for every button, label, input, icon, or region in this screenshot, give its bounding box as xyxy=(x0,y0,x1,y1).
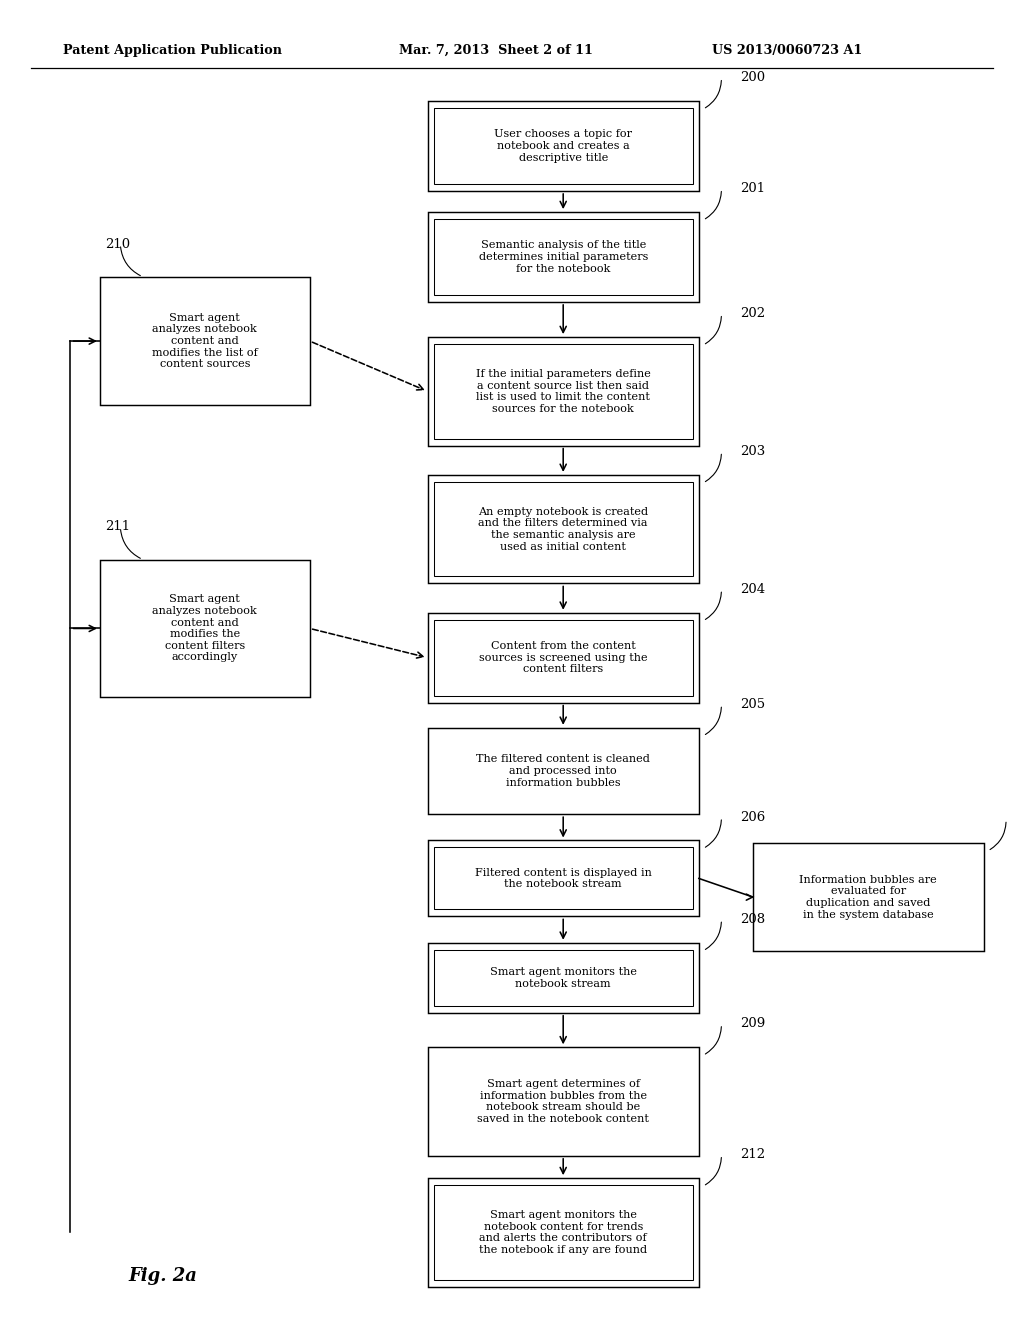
Bar xyxy=(434,219,693,294)
Bar xyxy=(100,560,309,697)
Bar xyxy=(434,619,693,696)
Text: Semantic analysis of the title
determines initial parameters
for the notebook: Semantic analysis of the title determine… xyxy=(478,240,648,273)
Text: User chooses a topic for
notebook and creates a
descriptive title: User chooses a topic for notebook and cr… xyxy=(495,129,632,162)
Bar xyxy=(428,475,699,583)
Bar xyxy=(434,847,693,909)
Text: 202: 202 xyxy=(740,308,765,321)
Text: 205: 205 xyxy=(740,698,765,711)
Bar xyxy=(428,727,699,814)
Bar xyxy=(428,612,699,702)
Text: Smart agent
analyzes notebook
content and
modifies the list of
content sources: Smart agent analyzes notebook content an… xyxy=(152,313,258,370)
Bar xyxy=(428,337,699,446)
Bar xyxy=(434,1185,693,1279)
Bar xyxy=(434,108,693,183)
Text: Filtered content is displayed in
the notebook stream: Filtered content is displayed in the not… xyxy=(475,867,651,890)
Bar xyxy=(428,213,699,302)
Text: The filtered content is cleaned
and processed into
information bubbles: The filtered content is cleaned and proc… xyxy=(476,754,650,788)
Text: Smart agent monitors the
notebook content for trends
and alerts the contributors: Smart agent monitors the notebook conten… xyxy=(479,1210,647,1255)
Text: 211: 211 xyxy=(105,520,130,533)
Text: Information bubbles are
evaluated for
duplication and saved
in the system databa: Information bubbles are evaluated for du… xyxy=(800,875,937,920)
Text: 204: 204 xyxy=(740,583,765,595)
Text: 212: 212 xyxy=(740,1148,765,1162)
Bar xyxy=(100,277,309,405)
Text: 209: 209 xyxy=(740,1018,765,1031)
Text: Patent Application Publication: Patent Application Publication xyxy=(63,44,283,57)
Text: An empty notebook is created
and the filters determined via
the semantic analysi: An empty notebook is created and the fil… xyxy=(478,507,648,552)
Text: US 2013/0060723 A1: US 2013/0060723 A1 xyxy=(712,44,862,57)
Bar xyxy=(753,842,983,952)
Bar xyxy=(428,1177,699,1287)
Text: If the initial parameters define
a content source list then said
list is used to: If the initial parameters define a conte… xyxy=(476,368,650,413)
Bar xyxy=(434,482,693,577)
Text: 206: 206 xyxy=(740,810,765,824)
Text: Fig. 2a: Fig. 2a xyxy=(128,1267,197,1284)
Text: Smart agent determines of
information bubbles from the
notebook stream should be: Smart agent determines of information bu… xyxy=(477,1080,649,1123)
Bar xyxy=(428,942,699,1012)
Text: Mar. 7, 2013  Sheet 2 of 11: Mar. 7, 2013 Sheet 2 of 11 xyxy=(399,44,593,57)
Bar xyxy=(428,102,699,191)
Bar xyxy=(428,1047,699,1156)
Text: 210: 210 xyxy=(105,238,130,251)
Text: Content from the content
sources is screened using the
content filters: Content from the content sources is scre… xyxy=(479,642,647,675)
Text: 201: 201 xyxy=(740,182,765,195)
Text: 200: 200 xyxy=(740,71,765,84)
Bar xyxy=(434,949,693,1006)
Text: 208: 208 xyxy=(740,913,765,925)
Bar xyxy=(428,841,699,916)
Text: 203: 203 xyxy=(740,445,765,458)
Text: Smart agent
analyzes notebook
content and
modifies the
content filters
according: Smart agent analyzes notebook content an… xyxy=(153,594,257,663)
Text: Smart agent monitors the
notebook stream: Smart agent monitors the notebook stream xyxy=(489,968,637,989)
Bar xyxy=(434,345,693,438)
